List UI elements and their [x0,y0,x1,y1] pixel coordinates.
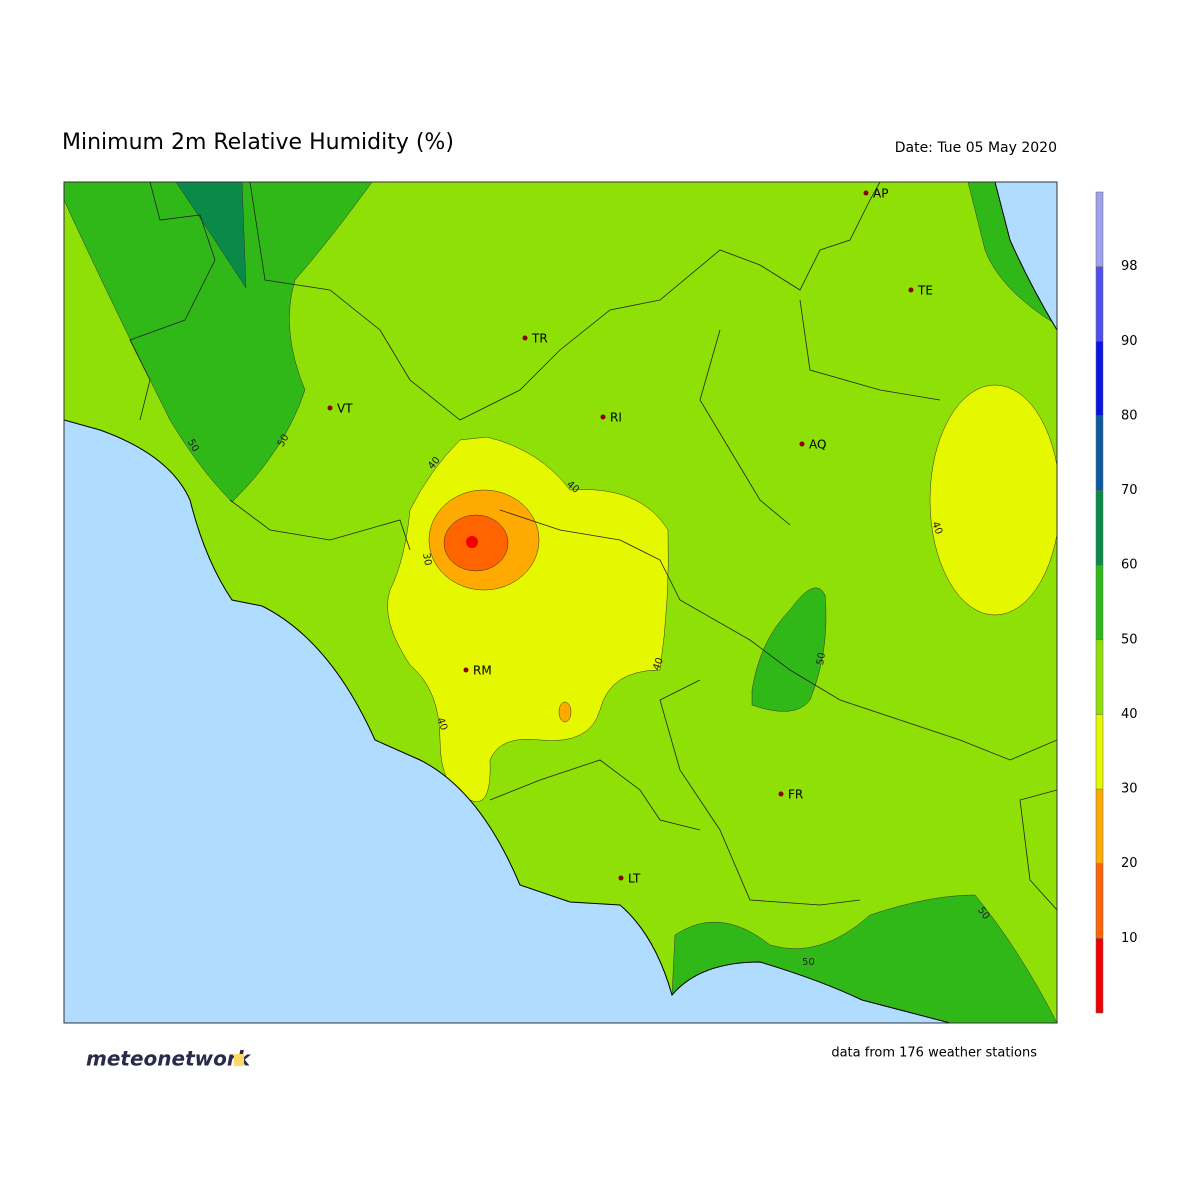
colorbar-tick-label: 60 [1121,558,1138,573]
contour-label: 50 [802,957,815,968]
city-label: RM [473,664,492,678]
colorbar-segment [1096,266,1103,342]
contour-label: 40 [434,716,449,732]
date: Date: Tue 05 May 2020 [895,140,1057,156]
colorbar-segment [1096,639,1103,715]
colorbar: 10 20 30 40 50 60 70 80 90 98 [1095,191,1138,1014]
logo-mark [234,1054,244,1066]
colorbar-segment [1096,341,1103,416]
colorbar-tick-label: 40 [1121,707,1138,722]
city-label: TR [531,332,548,346]
colorbar-segment [1096,565,1103,640]
footer-note: data from 176 weather stations [831,1046,1037,1061]
colorbar-tick-label: 20 [1121,856,1138,871]
city-label: TE [917,284,933,298]
colorbar-segment [1096,789,1103,864]
colorbar-frame [1095,191,1104,1014]
colorbar-segment [1096,490,1103,566]
colorbar-tick-label: 50 [1121,632,1138,647]
colorbar-tick-label: 10 [1121,931,1138,946]
contour-label: 40 [929,520,944,536]
contour-label: 50 [815,652,828,666]
city-label: RI [610,411,622,425]
contour-label: 40 [651,656,666,672]
title: Minimum 2m Relative Humidity (%) [62,130,454,155]
map-frame [63,181,1058,1024]
colorbar-tick-label: 98 [1121,259,1138,274]
cities [327,190,914,881]
city-label: AQ [809,438,826,452]
city-label: FR [788,788,803,802]
colorbar-segment [1096,938,1103,1013]
map [64,182,1057,1023]
colorbar-tick-label: 90 [1121,334,1138,349]
city-label: LT [628,872,641,886]
colorbar-segment [1096,863,1103,939]
colorbar-tick-label: 80 [1121,408,1138,423]
colorbar-tick-label: 70 [1121,483,1138,498]
logo: meteonetwork [86,1047,252,1071]
colorbar-segment [1096,714,1103,790]
colorbar-tick-label: 30 [1121,782,1138,797]
colorbar-segment [1096,192,1103,267]
contour-label: 30 [420,552,433,566]
city-label: AP [873,187,888,201]
city-label: VT [337,402,353,416]
colorbar-segment [1096,415,1103,491]
